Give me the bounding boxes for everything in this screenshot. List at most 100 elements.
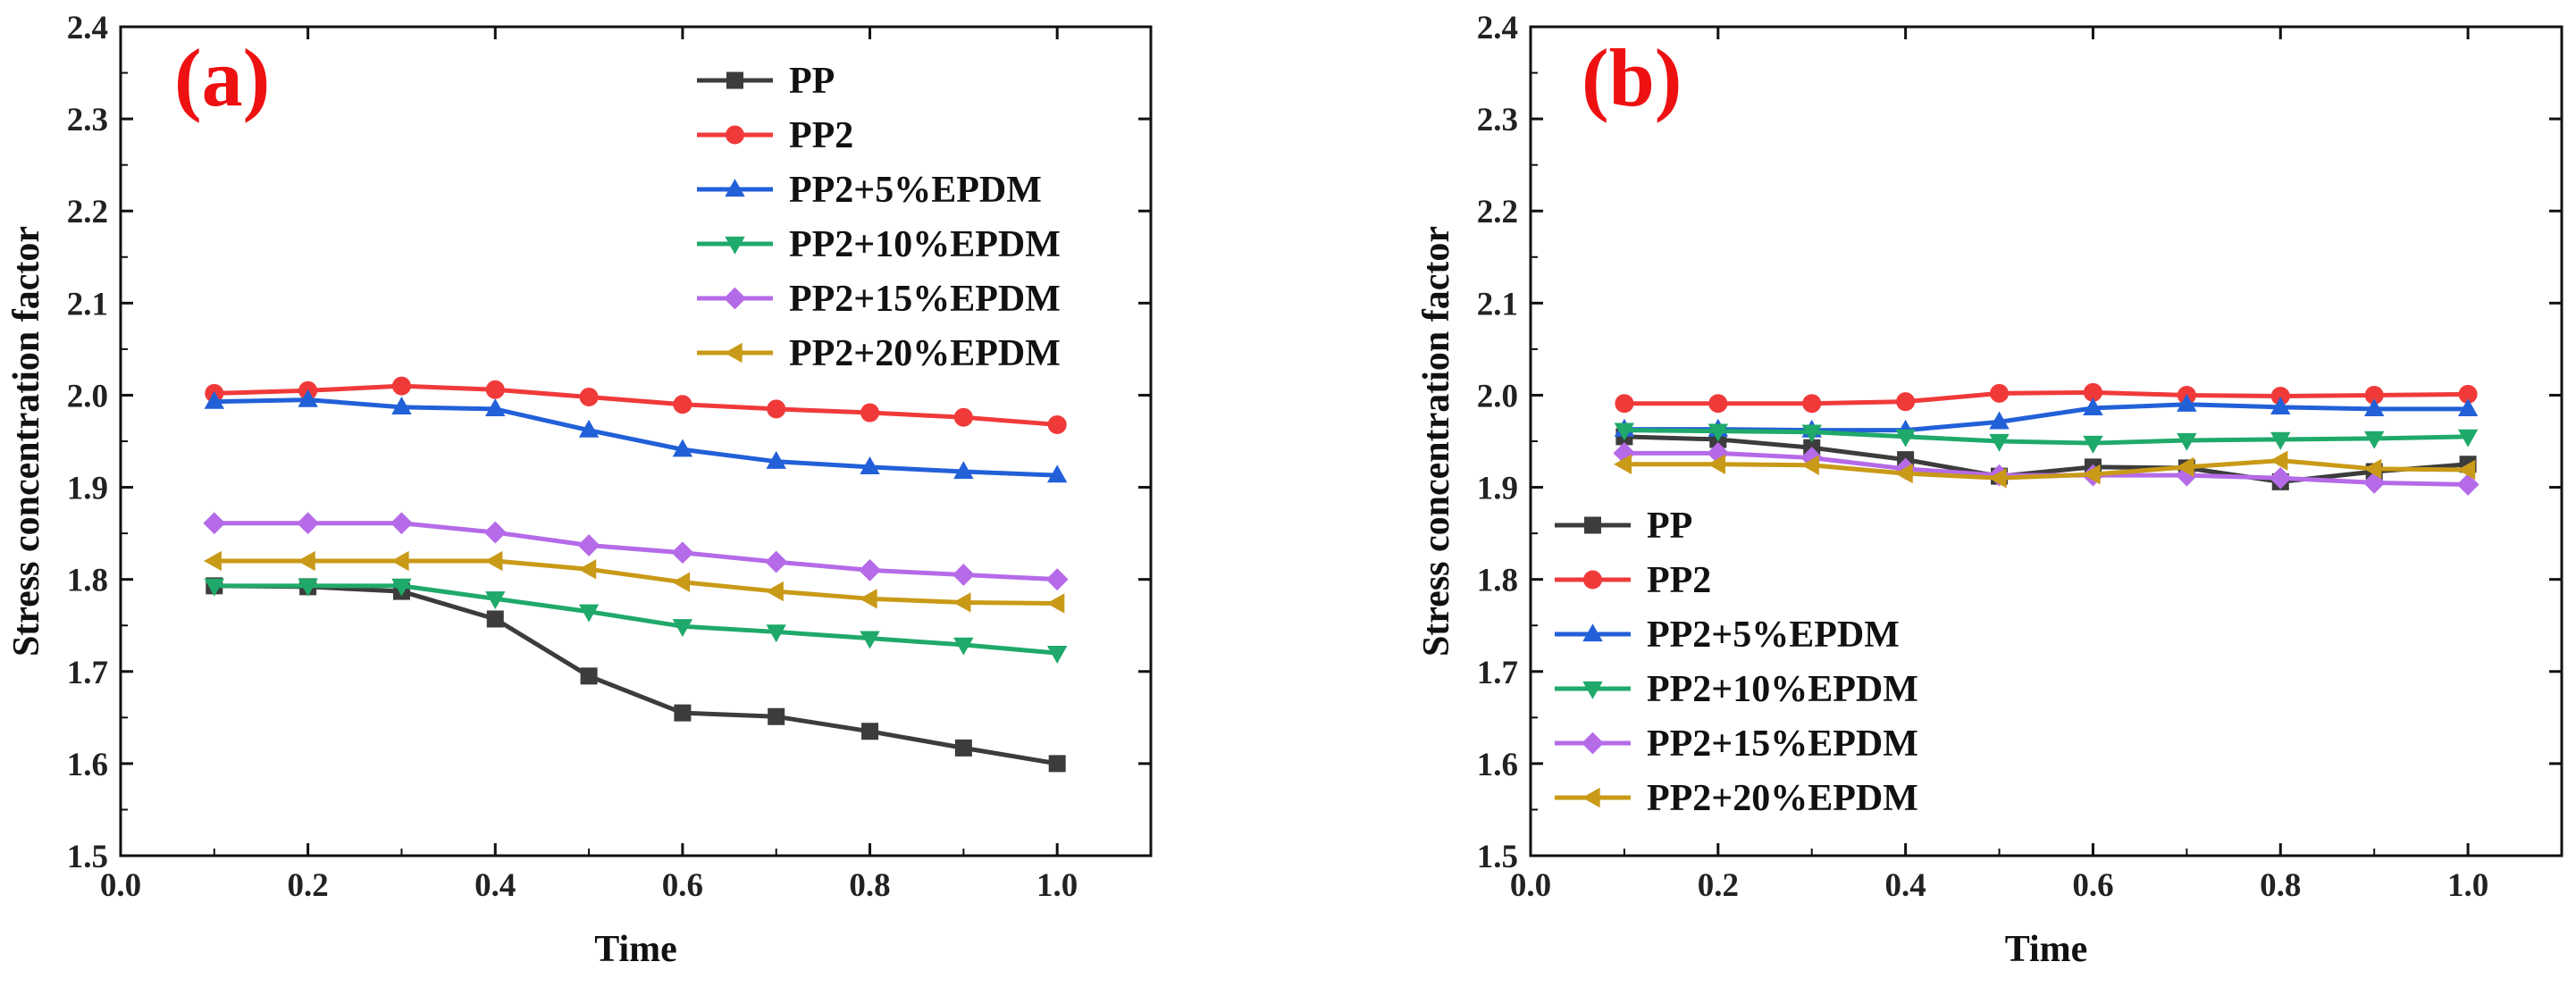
legend-item: PP2+5%EPDM (697, 170, 1042, 211)
series-line (1624, 389, 2469, 406)
data-point (1801, 424, 1822, 443)
legend-label: PP2+5%EPDM (1647, 615, 1900, 656)
y-tick-label: 2.2 (1477, 194, 1518, 230)
series-PP2+20%EPDM (1614, 450, 2476, 489)
legend-label: PP2+15%EPDM (1647, 724, 1918, 765)
series-PP2 (1615, 382, 2478, 414)
data-point (859, 589, 877, 609)
legend-marker (1583, 570, 1602, 590)
data-point (2457, 429, 2479, 447)
data-point (860, 456, 880, 475)
series-line (214, 558, 1058, 606)
series-line (1624, 434, 2469, 484)
legend-marker (1582, 681, 1603, 699)
data-point (1615, 394, 1634, 414)
data-point (204, 578, 225, 597)
series-line (214, 583, 1058, 656)
data-point (486, 610, 504, 628)
data-point (1708, 394, 1728, 414)
x-tick-label: 0.4 (1885, 867, 1926, 904)
data-point (485, 380, 505, 399)
data-point (674, 704, 692, 722)
data-point (1614, 454, 1632, 474)
y-tick-label: 2.0 (1477, 378, 1518, 414)
y-tick-label: 1.5 (67, 839, 108, 875)
data-point (952, 592, 971, 613)
legend-label: PP2+20%EPDM (789, 333, 1061, 374)
y-tick-label: 1.9 (1477, 471, 1518, 507)
legend-label: PP2 (789, 115, 853, 156)
data-point (1990, 383, 2010, 403)
data-point (1046, 464, 1068, 483)
legend-item: PP2 (1555, 560, 1711, 601)
data-point (768, 707, 785, 725)
legend-marker (726, 125, 744, 145)
legend-label: PP2 (1647, 560, 1711, 601)
legend-label: PP2+20%EPDM (1647, 778, 1918, 819)
data-point (390, 512, 413, 535)
data-point (484, 550, 503, 572)
x-tick-label: 0.2 (1698, 867, 1739, 904)
data-point (765, 550, 788, 573)
data-point (671, 541, 694, 565)
data-point (2177, 393, 2197, 412)
x-tick-label: 1.0 (2447, 867, 2488, 904)
chart-panel-b: 0.0 0.2 0.4 0.6 0.8 1.0 1.5 1.6 1.7 1.8 1.9 2.0 2.1 2… (1416, 10, 2563, 970)
data-point (2270, 431, 2291, 450)
data-point (2363, 398, 2385, 417)
legend-item: PP (697, 61, 835, 102)
data-point (1802, 394, 1822, 414)
y-tick-label: 2.4 (1477, 10, 1518, 46)
data-point (860, 631, 880, 649)
data-point (485, 591, 506, 610)
data-point (1708, 423, 1729, 442)
data-point (954, 739, 972, 757)
data-point (2177, 432, 2197, 451)
data-point (2083, 435, 2103, 454)
data-point (2456, 473, 2480, 496)
data-point (767, 399, 786, 419)
data-point (1896, 392, 1916, 412)
data-point (859, 558, 881, 581)
data-point (297, 550, 315, 572)
y-tick-label: 2.4 (67, 10, 108, 46)
x-tick-label: 0.2 (288, 867, 329, 904)
data-point (861, 723, 879, 740)
y-tick-label: 2.3 (67, 102, 108, 138)
x-tick-label: 0.0 (1510, 867, 1551, 904)
data-point (1894, 463, 1913, 484)
data-point (1045, 568, 1069, 591)
series-line (214, 521, 1058, 582)
data-point (766, 450, 786, 469)
y-axis-title: Stress concentration factor (1416, 226, 1457, 657)
legend-item: PP2+20%EPDM (697, 333, 1061, 374)
legend-label: PP2+15%EPDM (789, 279, 1061, 320)
series-line (214, 397, 1058, 478)
data-point (953, 461, 974, 480)
y-tick-label: 1.6 (1477, 747, 1518, 783)
data-point (298, 578, 318, 597)
data-point (203, 550, 222, 572)
data-point (578, 419, 600, 438)
legend-label: PP2+5%EPDM (789, 170, 1042, 211)
data-point (672, 439, 693, 457)
y-tick-label: 2.1 (67, 286, 108, 322)
data-point (2270, 397, 2291, 414)
x-tick-label: 0.8 (2260, 867, 2301, 904)
data-point (2176, 456, 2194, 478)
x-tick-label: 1.0 (1036, 867, 1078, 904)
data-point (1048, 755, 1066, 773)
data-point (1989, 411, 2010, 430)
series-PP2+5%EPDM (204, 389, 1068, 483)
data-point (2269, 466, 2292, 489)
legend-label: PP (789, 61, 835, 102)
y-tick-label: 1.6 (67, 747, 108, 783)
x-tick-label: 0.8 (849, 867, 890, 904)
data-point (2457, 459, 2476, 481)
data-point (1047, 414, 1067, 434)
y-tick-label: 1.7 (1477, 655, 1518, 691)
data-point (1988, 468, 2007, 489)
x-tick-label: 0.0 (100, 867, 141, 904)
data-point (204, 390, 225, 409)
legend-marker (726, 71, 743, 89)
